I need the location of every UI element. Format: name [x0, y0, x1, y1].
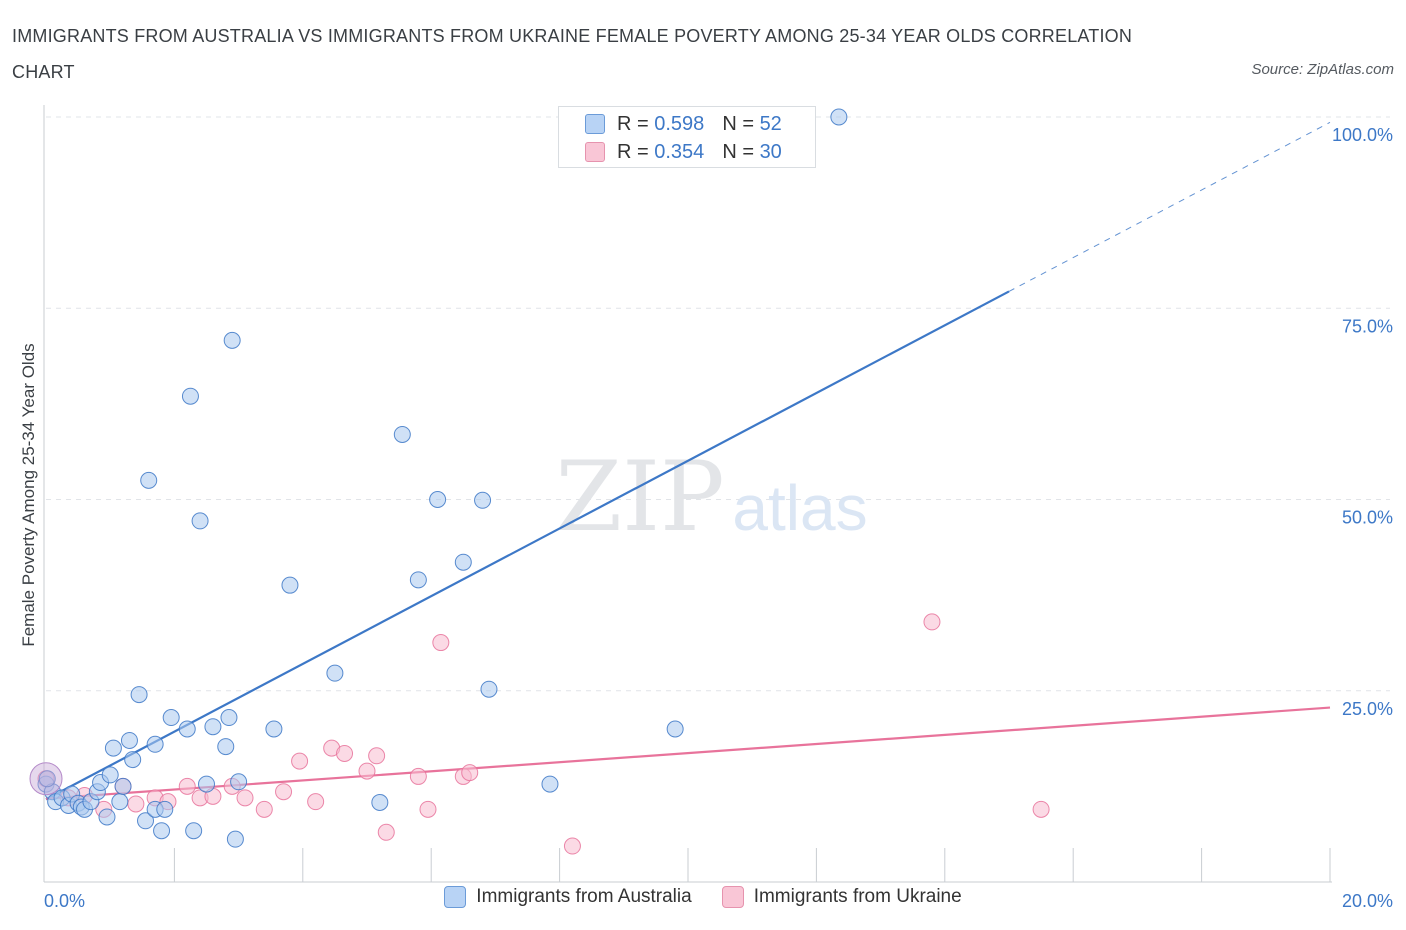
point-australia [217, 738, 235, 756]
point-australia [371, 793, 389, 811]
point-australia [162, 709, 180, 727]
point-australia [137, 812, 155, 830]
point-ukraine [432, 634, 450, 652]
legend-label-ukraine: Immigrants from Ukraine [753, 886, 962, 907]
point-ukraine [255, 800, 273, 818]
point-australia [101, 766, 119, 784]
point-ukraine [1032, 800, 1050, 818]
r-label: R = [617, 112, 649, 135]
ukraine-swatch [585, 142, 605, 162]
point-australia [429, 491, 447, 508]
x-tick-label-max: 20.0% [1342, 891, 1393, 911]
point-ukraine [368, 747, 386, 765]
point-ukraine [409, 767, 427, 785]
point-ukraine [461, 764, 479, 782]
y-axis-title: Female Poverty Among 25-34 Year Olds [19, 343, 38, 646]
watermark: ZIP atlas [555, 441, 867, 553]
n-value-australia: 52 [759, 112, 782, 135]
n-value-ukraine: 30 [759, 140, 782, 163]
legend-row-ukraine: R = 0.354 N = 30 [585, 138, 782, 166]
axes [43, 105, 1332, 883]
point-ukraine [127, 795, 145, 813]
point-australia [111, 793, 129, 811]
grid-lines [46, 116, 1390, 692]
point-ukraine [923, 613, 941, 631]
australia-swatch [585, 114, 605, 134]
ukraine-swatch [721, 886, 744, 908]
source-label: Source: ZipAtlas.com [1251, 61, 1394, 78]
point-australia [153, 822, 171, 840]
point-australia [541, 775, 559, 793]
point-ukraine [236, 789, 254, 807]
point-australia [220, 709, 238, 727]
point-australia [454, 553, 472, 571]
trend-lines [45, 121, 1331, 801]
point-australia [830, 108, 848, 126]
point-ukraine [307, 793, 325, 811]
point-ukraine [275, 783, 293, 801]
point-australia [474, 491, 492, 509]
chart-title: IMMIGRANTS FROM AUSTRALIA VS IMMIGRANTS … [12, 26, 1133, 82]
trend-line-australia [45, 290, 1010, 801]
correlation-legend: R = 0.598 N = 52 R = 0.354 N = 30 [558, 106, 816, 168]
point-australia [140, 471, 158, 489]
point-ukraine [563, 837, 581, 855]
point-ukraine [419, 800, 437, 818]
y-tick-labels: 25.0% 50.0% 75.0% 100.0% [1332, 125, 1393, 719]
x-tick-label-min: 0.0% [44, 891, 85, 911]
y-tick-label: 75.0% [1342, 316, 1393, 336]
point-australia [480, 680, 498, 698]
legend-label-australia: Immigrants from Australia [476, 886, 692, 907]
watermark-atlas: atlas [732, 472, 867, 544]
series-legend: Immigrants from Australia Immigrants fro… [0, 886, 1406, 908]
point-ukraine [178, 777, 196, 795]
point-australia [265, 720, 283, 738]
point-australia [98, 808, 116, 826]
point-ukraine [336, 744, 354, 762]
point-australia [393, 425, 411, 443]
point-australia [124, 751, 142, 769]
point-australia [181, 387, 199, 405]
point-australia [230, 773, 248, 791]
legend-item-australia[interactable]: Immigrants from Australia [444, 886, 692, 908]
point-australia [130, 686, 148, 704]
point-australia [178, 720, 196, 738]
point-australia [198, 775, 215, 793]
point-australia [226, 830, 244, 848]
australia-swatch [444, 886, 467, 908]
point-ukraine [358, 762, 376, 780]
trend-line-australia-extension [1008, 121, 1331, 292]
point-australia [409, 571, 427, 589]
point-australia [156, 800, 174, 818]
point-australia [146, 735, 164, 753]
point-australia [191, 512, 209, 530]
y-tick-label: 100.0% [1332, 125, 1393, 145]
legend-row-australia: R = 0.598 N = 52 [585, 110, 782, 138]
point-australia [666, 720, 684, 738]
point-ukraine [377, 823, 395, 841]
point-ukraine [291, 752, 309, 770]
data-points [29, 108, 1050, 855]
n-label: N = [722, 112, 754, 135]
r-value-australia: 0.598 [654, 112, 705, 135]
n-label: N = [722, 140, 754, 163]
point-australia [281, 576, 299, 594]
trend-line-ukraine [45, 706, 1331, 800]
y-tick-label: 50.0% [1342, 508, 1393, 528]
point-australia [114, 777, 132, 795]
point-australia [38, 770, 56, 788]
r-label: R = [617, 140, 649, 163]
y-tick-label: 25.0% [1342, 699, 1393, 719]
watermark-zip: ZIP [555, 441, 724, 553]
point-australia [204, 718, 222, 736]
legend-item-ukraine[interactable]: Immigrants from Ukraine [721, 886, 962, 908]
point-australia [185, 822, 203, 840]
point-cluster [29, 762, 63, 796]
point-australia [326, 664, 344, 682]
r-value-ukraine: 0.354 [654, 140, 705, 163]
point-australia [223, 331, 241, 349]
point-australia [120, 731, 138, 749]
point-australia [104, 739, 122, 757]
